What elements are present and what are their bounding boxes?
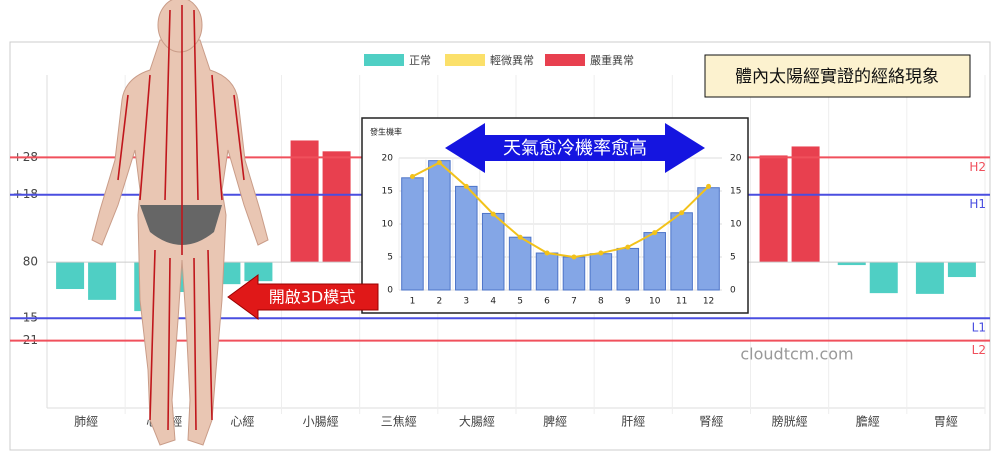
bar [670, 212, 693, 291]
x-tick-label: 1 [410, 297, 416, 307]
line-marker [463, 183, 469, 189]
meridian-lines [117, 5, 245, 431]
button-arrow[interactable] [227, 274, 379, 320]
line-marker [517, 234, 523, 240]
chart-title: 體內太陽經實證的經絡現象 [735, 67, 939, 87]
y-tick-label: 5 [387, 253, 393, 263]
x-tick-label: 腎經 [699, 415, 723, 429]
y2-tick-label: 20 [730, 154, 742, 164]
y-tick-label: 15 [382, 187, 393, 197]
legend-swatch [364, 54, 404, 66]
bar [535, 252, 559, 291]
legend-label: 正常 [409, 54, 431, 67]
x-tick-label: 4 [490, 297, 496, 307]
reference-label: H1 [969, 197, 986, 211]
bar [290, 140, 319, 263]
line-marker [571, 254, 577, 260]
x-tick-label: 大腸經 [459, 415, 495, 429]
legend-swatch [545, 54, 585, 66]
bar [643, 232, 666, 291]
line-marker [652, 230, 658, 236]
x-tick-label: 肺經 [74, 415, 98, 429]
x-tick-label: 胃經 [934, 415, 958, 429]
x-tick-label: 膽經 [856, 414, 880, 429]
y2-tick-label: 10 [730, 220, 742, 230]
body-figure [91, 0, 269, 446]
y2-tick-label: 0 [730, 286, 736, 296]
bar [837, 262, 866, 266]
3d-button[interactable]: 開啟3D模式 [227, 274, 379, 320]
bar [88, 262, 117, 300]
legend-label: 嚴重異常 [590, 53, 634, 67]
x-tick-label: 小腸經 [303, 415, 339, 429]
bar [562, 256, 586, 291]
bar [455, 185, 478, 291]
reference-label: H2 [969, 160, 986, 174]
line-marker [544, 250, 550, 256]
button-text[interactable]: 開啟3D模式 [269, 288, 356, 307]
shorts [140, 205, 222, 245]
x-tick-label: 11 [676, 297, 687, 307]
legend-swatch [445, 54, 485, 66]
bar [869, 262, 898, 294]
line-marker [679, 210, 685, 216]
x-tick-label: 膀胱經 [772, 414, 808, 429]
bar [697, 187, 720, 291]
x-tick-label: 6 [544, 297, 550, 307]
bar [244, 262, 273, 282]
annotation-text: 天氣愈冷機率愈高 [503, 138, 647, 159]
line-marker [625, 244, 631, 250]
annotation-arrow: 天氣愈冷機率愈高 [445, 123, 705, 173]
x-tick-label: 脾經 [543, 414, 567, 429]
bar [428, 160, 451, 291]
x-tick-label: 12 [703, 297, 714, 307]
x-tick-label: 心經 [230, 415, 254, 429]
bar [947, 262, 976, 278]
watermark: cloudtcm.com [740, 345, 853, 364]
x-tick-label: 三焦經 [381, 415, 417, 429]
bar [322, 151, 351, 263]
y2-tick-label: 5 [730, 253, 736, 263]
line-marker [598, 250, 604, 256]
bar [481, 212, 505, 291]
line-marker [490, 211, 496, 217]
x-tick-label: 7 [571, 297, 577, 307]
x-tick-label: 5 [517, 297, 523, 307]
reference-label: L2 [972, 343, 986, 357]
x-tick-label: 9 [625, 297, 631, 307]
reference-label: L1 [972, 321, 986, 335]
bar [759, 155, 788, 263]
y-tick-label: 20 [382, 154, 394, 164]
bar [791, 146, 820, 263]
y-tick-label: 0 [387, 286, 393, 296]
x-tick-label: 3 [463, 297, 469, 307]
arrow-shape [445, 123, 705, 173]
bar [915, 262, 944, 294]
bar [56, 262, 85, 290]
x-tick-label: 2 [437, 297, 443, 307]
bar [508, 236, 532, 291]
x-tick-label: 10 [649, 297, 661, 307]
bar [616, 247, 640, 291]
x-tick-label: 8 [598, 297, 604, 307]
bar [401, 177, 424, 291]
title-box [704, 54, 971, 98]
legend-label: 輕微異常 [490, 53, 534, 67]
line [412, 161, 710, 259]
x-tick-label: 肝經 [621, 415, 645, 429]
y-tick-label: 80 [23, 255, 38, 269]
line-marker [706, 183, 712, 189]
line-marker [436, 160, 442, 166]
line-marker [409, 173, 415, 179]
y2-tick-label: 15 [730, 187, 741, 197]
y-tick-label: 10 [382, 220, 394, 230]
y-axis-label: 發生機率 [370, 127, 402, 137]
bar [589, 253, 613, 291]
